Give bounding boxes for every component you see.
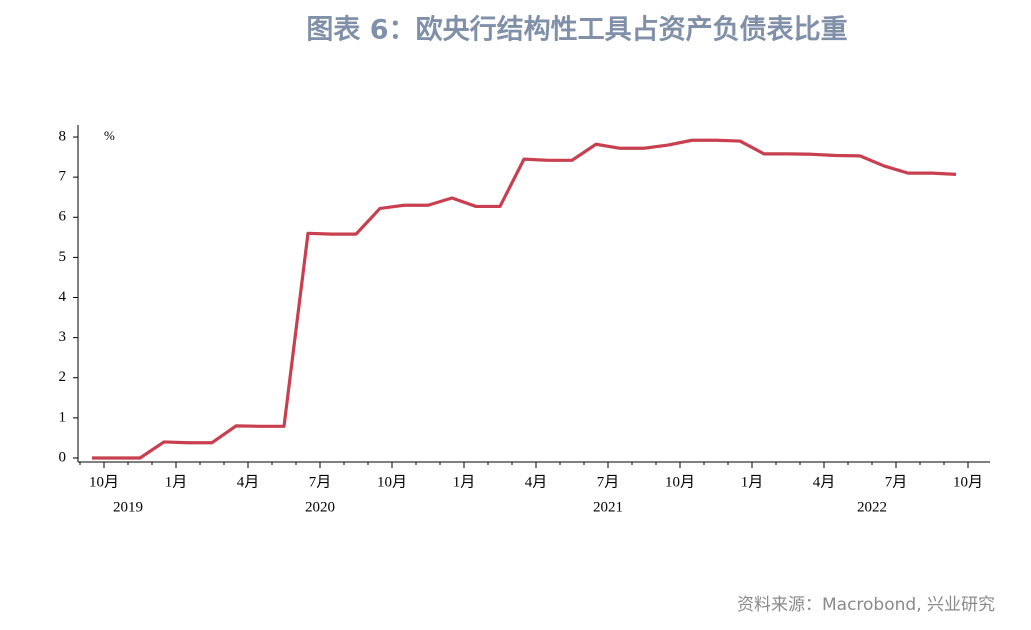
x-tick-label: 4月 xyxy=(525,474,548,490)
x-tick-label: 4月 xyxy=(237,474,260,490)
x-group-label: 2020 xyxy=(305,499,335,515)
x-tick-label: 7月 xyxy=(309,474,332,490)
x-tick-label: 1月 xyxy=(453,474,476,490)
y-tick-label: 3 xyxy=(59,329,67,345)
y-tick-label: 4 xyxy=(59,289,67,305)
y-tick-label: 7 xyxy=(59,169,67,185)
x-group-label: 2019 xyxy=(113,499,143,515)
y-tick-label: 5 xyxy=(59,249,67,265)
y-unit: % xyxy=(104,128,115,143)
x-tick-label: 10月 xyxy=(377,474,407,490)
x-tick-label: 10月 xyxy=(665,474,695,490)
x-tick-label: 7月 xyxy=(885,474,908,490)
source: 资料来源：Macrobond, 兴业研究 xyxy=(737,595,995,615)
y-tick-label: 2 xyxy=(59,369,67,385)
y-tick-label: 8 xyxy=(59,128,67,144)
x-tick-label: 10月 xyxy=(89,474,119,490)
y-tick-label: 6 xyxy=(59,209,67,225)
y-tick-label: 0 xyxy=(59,449,67,465)
data-line xyxy=(92,138,957,460)
chart-title: 图表 6：欧央行结构性工具占资产负债表比重 xyxy=(306,14,847,46)
x-tick-label: 1月 xyxy=(165,474,188,490)
x-tick-label: 1月 xyxy=(741,474,764,490)
x-group-label: 2022 xyxy=(857,499,887,515)
x-group-label: 2021 xyxy=(593,499,623,515)
y-tick-label: 1 xyxy=(59,409,67,425)
x-tick-label: 10月 xyxy=(953,474,983,490)
x-tick-label: 7月 xyxy=(597,474,620,490)
x-tick-label: 4月 xyxy=(813,474,836,490)
